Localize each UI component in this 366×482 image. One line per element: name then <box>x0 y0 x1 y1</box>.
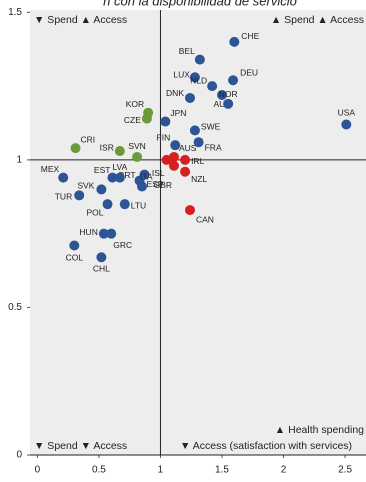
point-label: AUS <box>179 143 197 153</box>
point <box>96 184 107 195</box>
point <box>74 190 85 201</box>
point <box>119 199 130 210</box>
point-label: PRT <box>119 170 136 180</box>
point-label: ITA <box>140 172 153 182</box>
point-label: COL <box>66 253 84 263</box>
point <box>180 166 191 177</box>
point-label: EST <box>94 165 111 175</box>
point <box>228 75 239 86</box>
point-label: TUR <box>55 192 72 202</box>
point-label: MEX <box>41 164 60 174</box>
point <box>114 146 125 157</box>
point <box>160 116 171 127</box>
point <box>180 154 191 165</box>
point <box>69 240 80 251</box>
point-label: LVA <box>112 162 127 172</box>
point-label: USA <box>338 108 356 118</box>
point-label: ISR <box>100 142 114 152</box>
point-label: HUN <box>79 227 97 237</box>
point-label: NLD <box>190 75 207 85</box>
point <box>58 172 69 183</box>
point-label: AUT <box>214 99 231 109</box>
point <box>132 151 143 162</box>
annotation: ▼ Spend ▼ Access <box>34 440 127 452</box>
point-label: SVK <box>77 181 94 191</box>
point <box>223 98 234 109</box>
point <box>185 205 195 216</box>
point <box>193 137 204 148</box>
point-label: LUX <box>173 70 190 80</box>
point <box>102 199 113 210</box>
x-tick-label: 0 <box>35 465 41 476</box>
point-label: FIN <box>157 132 171 142</box>
x-tick-label: 1 <box>158 465 164 476</box>
point <box>185 92 195 103</box>
point <box>189 125 200 136</box>
point <box>96 252 107 263</box>
plot-area <box>30 10 366 455</box>
point <box>137 181 147 192</box>
y-tick-label: 1.5 <box>8 7 22 18</box>
point <box>161 154 172 165</box>
y-tick-label: 1 <box>16 155 22 166</box>
x-tick-label: 0.5 <box>92 465 106 476</box>
point-label: DEU <box>240 67 258 77</box>
point <box>106 228 117 239</box>
point-label: KOR <box>126 99 144 109</box>
point-label: JPN <box>170 108 186 118</box>
point-label: NOR <box>219 89 238 99</box>
point-label: CHE <box>241 31 259 41</box>
y-tick-label: 0.5 <box>8 302 22 313</box>
point-label: CZE <box>124 115 141 125</box>
point-label: NZL <box>191 174 207 184</box>
point <box>70 143 81 154</box>
point <box>229 36 240 47</box>
point-label: CAN <box>196 214 214 224</box>
point <box>194 54 205 65</box>
point <box>141 113 152 124</box>
point-label: DNK <box>166 88 184 98</box>
point-label: GRC <box>113 240 132 250</box>
point <box>169 160 179 171</box>
x-tick-label: 1.5 <box>215 465 229 476</box>
point-label: POL <box>87 207 104 217</box>
point-label: SWE <box>201 122 221 132</box>
annotation: ▼ Spend ▲ Access <box>34 14 127 26</box>
point <box>114 172 125 183</box>
point <box>107 172 118 183</box>
annotation: ▼ Access (satisfaction with services) <box>180 440 352 452</box>
x-tick-label: 2 <box>281 465 287 476</box>
point-label: ISL <box>152 168 165 178</box>
point <box>139 169 150 180</box>
annotation: ▲ Health spending <box>275 424 364 436</box>
point-label: CRI <box>81 134 96 144</box>
point-label: SVN <box>128 141 145 151</box>
point-label: IRL <box>191 156 205 166</box>
point-label: FRA <box>205 142 222 152</box>
point-label: BEL <box>179 46 195 56</box>
point-label: CHL <box>93 264 110 274</box>
x-tick-label: 2.5 <box>338 465 352 476</box>
point-label: GBR <box>154 180 172 190</box>
point-label: ESP <box>146 179 163 189</box>
y-tick-label: 0 <box>16 450 22 461</box>
point <box>341 119 352 130</box>
chart-title: n con la disponibilidad de servicio <box>103 0 297 8</box>
point <box>207 81 218 92</box>
point <box>170 140 181 151</box>
point-label: LTU <box>131 200 146 210</box>
point <box>217 89 227 100</box>
point <box>189 72 200 83</box>
annotation: ▲ Spend ▲ Access <box>271 14 364 26</box>
point <box>98 228 109 239</box>
